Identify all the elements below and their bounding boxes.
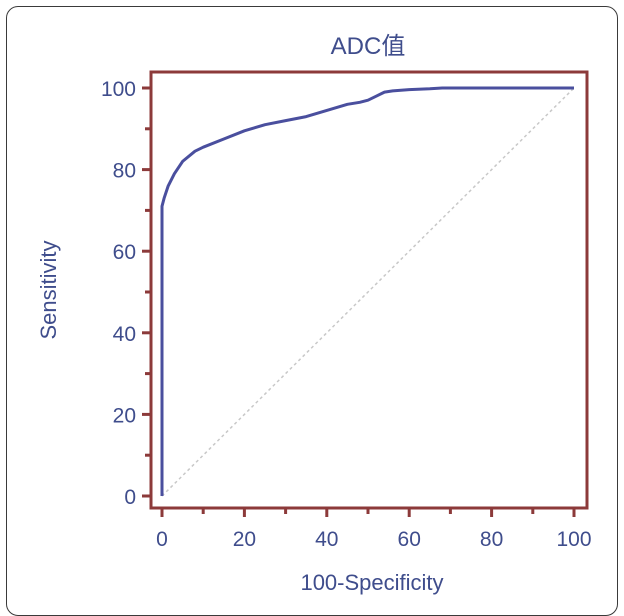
x-tick-label: 20 — [233, 528, 256, 551]
x-tick-label: 100 — [556, 528, 591, 551]
x-tick-label: 60 — [398, 528, 421, 551]
x-axis-label: 100-Specificity — [300, 570, 443, 595]
y-axis-label: Sensitivity — [36, 240, 61, 339]
figure-card — [6, 6, 618, 616]
roc-chart: ADC值 0 20 40 60 80 100 0 20 40 60 80 100 100-Speci… — [36, 33, 592, 595]
y-tick-label: 20 — [113, 404, 136, 427]
y-axis-ticks: 0 20 40 60 80 100 — [101, 78, 151, 509]
reference-diagonal — [161, 87, 575, 497]
plot-frame — [149, 70, 589, 510]
chart-title: ADC值 — [331, 33, 406, 60]
y-tick-label: 40 — [113, 323, 136, 346]
roc-curve — [160, 86, 574, 496]
y-tick-label: 100 — [101, 78, 136, 101]
x-tick-label: 40 — [315, 528, 338, 551]
x-axis-ticks: 0 20 40 60 80 100 — [156, 508, 592, 551]
x-tick-label: 0 — [156, 528, 168, 551]
y-tick-label: 60 — [113, 241, 136, 264]
x-tick-label: 80 — [480, 528, 503, 551]
y-tick-label: 0 — [124, 486, 136, 509]
y-tick-label: 80 — [113, 160, 136, 183]
